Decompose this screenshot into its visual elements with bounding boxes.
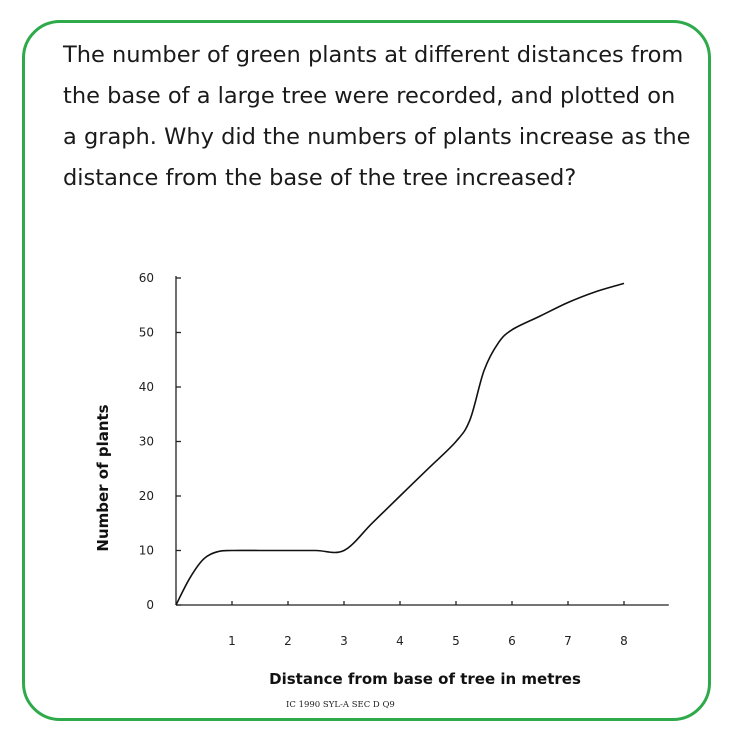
y-tick-label: 60 <box>139 271 154 285</box>
x-ticks: 1 2 3 4 5 6 7 8 <box>228 601 628 648</box>
source-note: IC 1990 SYL-A SEC D Q9 <box>286 700 395 710</box>
x-tick-label: 8 <box>620 634 628 648</box>
x-tick-label: 3 <box>340 634 348 648</box>
y-ticks: 0 10 20 30 40 50 60 <box>139 271 181 612</box>
y-tick-label: 40 <box>139 380 154 394</box>
y-tick-label: 30 <box>139 435 154 449</box>
y-tick-label: 0 <box>146 598 154 612</box>
x-tick-label: 7 <box>564 634 572 648</box>
x-tick-label: 6 <box>508 634 516 648</box>
x-axis-title: Distance from base of tree in metres <box>269 670 581 688</box>
question-card: The number of green plants at different … <box>22 20 711 721</box>
x-tick-label: 1 <box>228 634 236 648</box>
y-tick-label: 10 <box>139 544 154 558</box>
y-axis-title: Number of plants <box>94 404 112 551</box>
y-tick-label: 50 <box>139 326 154 340</box>
x-tick-label: 4 <box>396 634 404 648</box>
y-tick-label: 20 <box>139 489 154 503</box>
x-tick-label: 2 <box>284 634 292 648</box>
x-tick-label: 5 <box>452 634 460 648</box>
question-text: The number of green plants at different … <box>63 42 691 191</box>
series-line <box>175 282 625 606</box>
